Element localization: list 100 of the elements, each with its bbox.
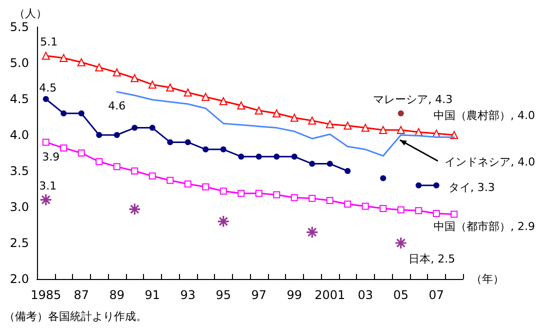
y-tick-label: 2.0 — [10, 272, 29, 286]
point — [397, 206, 404, 214]
point — [255, 190, 262, 197]
point — [237, 101, 246, 110]
point — [326, 160, 333, 167]
point — [78, 110, 84, 116]
annotation: インドネシア, 4.0 — [444, 156, 536, 168]
x-tick-label: 93 — [180, 288, 196, 302]
x-tick-label: 91 — [144, 288, 160, 302]
point — [326, 197, 334, 204]
annotation: タイ, 3.3 — [448, 180, 495, 194]
point — [148, 80, 156, 89]
annotation: 中国（都市部）, 2.9 — [434, 220, 536, 233]
point — [256, 154, 262, 160]
point — [184, 139, 191, 146]
annotation: マレーシア, 4.3 — [373, 92, 453, 106]
point — [344, 200, 352, 208]
point — [396, 126, 405, 134]
point — [326, 120, 334, 128]
point — [131, 168, 138, 174]
point — [130, 74, 139, 82]
y-tick-label: 4.5 — [10, 92, 29, 106]
annotation: 日本, 2.5 — [408, 252, 456, 266]
annotation: 中国（農村部）, 4.0 — [434, 109, 536, 122]
point — [166, 83, 174, 92]
point — [77, 58, 86, 66]
point — [42, 52, 50, 60]
point — [220, 146, 226, 152]
point — [273, 191, 280, 198]
point — [202, 146, 209, 152]
point — [274, 154, 280, 160]
x-tick-label: 95 — [216, 288, 232, 302]
point — [128, 202, 141, 216]
x-tick-label: 07 — [428, 288, 444, 302]
point — [42, 96, 49, 102]
point — [308, 116, 316, 125]
x-tick-label: 89 — [109, 288, 125, 302]
y-tick-label: 5.5 — [10, 20, 29, 34]
point — [380, 204, 387, 212]
point — [290, 114, 298, 122]
annotation: 4.5 — [39, 82, 57, 94]
point — [394, 236, 408, 250]
y-tick-label: 3.5 — [10, 164, 29, 178]
point — [308, 194, 316, 202]
point — [202, 183, 210, 190]
x-tick-label: 05 — [393, 288, 409, 302]
text: （備考）各国統計より作成。 — [4, 310, 147, 323]
point — [416, 182, 422, 188]
y-tick-label: 2.5 — [10, 236, 29, 250]
x-tick-label: 2001 — [314, 288, 346, 302]
point — [95, 63, 104, 72]
point — [167, 139, 174, 146]
point — [112, 68, 121, 76]
point — [398, 110, 404, 116]
point — [361, 124, 370, 132]
point — [380, 175, 386, 182]
point — [238, 190, 245, 197]
point — [96, 158, 103, 166]
point — [184, 88, 192, 97]
point — [450, 210, 458, 218]
point — [344, 122, 352, 130]
annotation: 3.9 — [42, 150, 60, 164]
point — [254, 106, 263, 115]
point — [78, 150, 85, 156]
x-tick-label: 1985 — [30, 288, 62, 302]
point — [290, 194, 298, 202]
point — [217, 215, 230, 228]
point — [379, 126, 388, 134]
annotation: 3.1 — [39, 179, 57, 192]
point — [40, 194, 52, 206]
point — [60, 110, 67, 116]
x-tick-label: 03 — [358, 288, 374, 302]
point — [220, 188, 227, 195]
point — [433, 182, 440, 188]
y-tick-label: 5.0 — [10, 56, 29, 70]
point — [148, 172, 156, 180]
point — [42, 138, 50, 146]
point — [184, 180, 192, 188]
point — [344, 168, 351, 174]
point — [306, 226, 318, 238]
x-axis-title: （年） — [471, 272, 504, 286]
point — [166, 176, 174, 184]
x-tick-label: 99 — [286, 288, 302, 302]
y-axis-title: （人） — [14, 7, 47, 20]
point — [272, 109, 281, 118]
point — [114, 132, 120, 138]
point — [309, 160, 316, 167]
point — [96, 132, 102, 138]
point — [113, 163, 120, 170]
point — [202, 92, 210, 101]
point — [291, 154, 298, 160]
point — [415, 207, 422, 214]
point — [60, 144, 68, 152]
annotation: 5.1 — [40, 35, 58, 48]
annotation: 4.6 — [108, 99, 126, 112]
point — [60, 54, 68, 62]
point — [362, 202, 369, 210]
y-tick-label: 3.0 — [10, 200, 29, 214]
point — [432, 210, 440, 217]
point — [238, 154, 244, 160]
